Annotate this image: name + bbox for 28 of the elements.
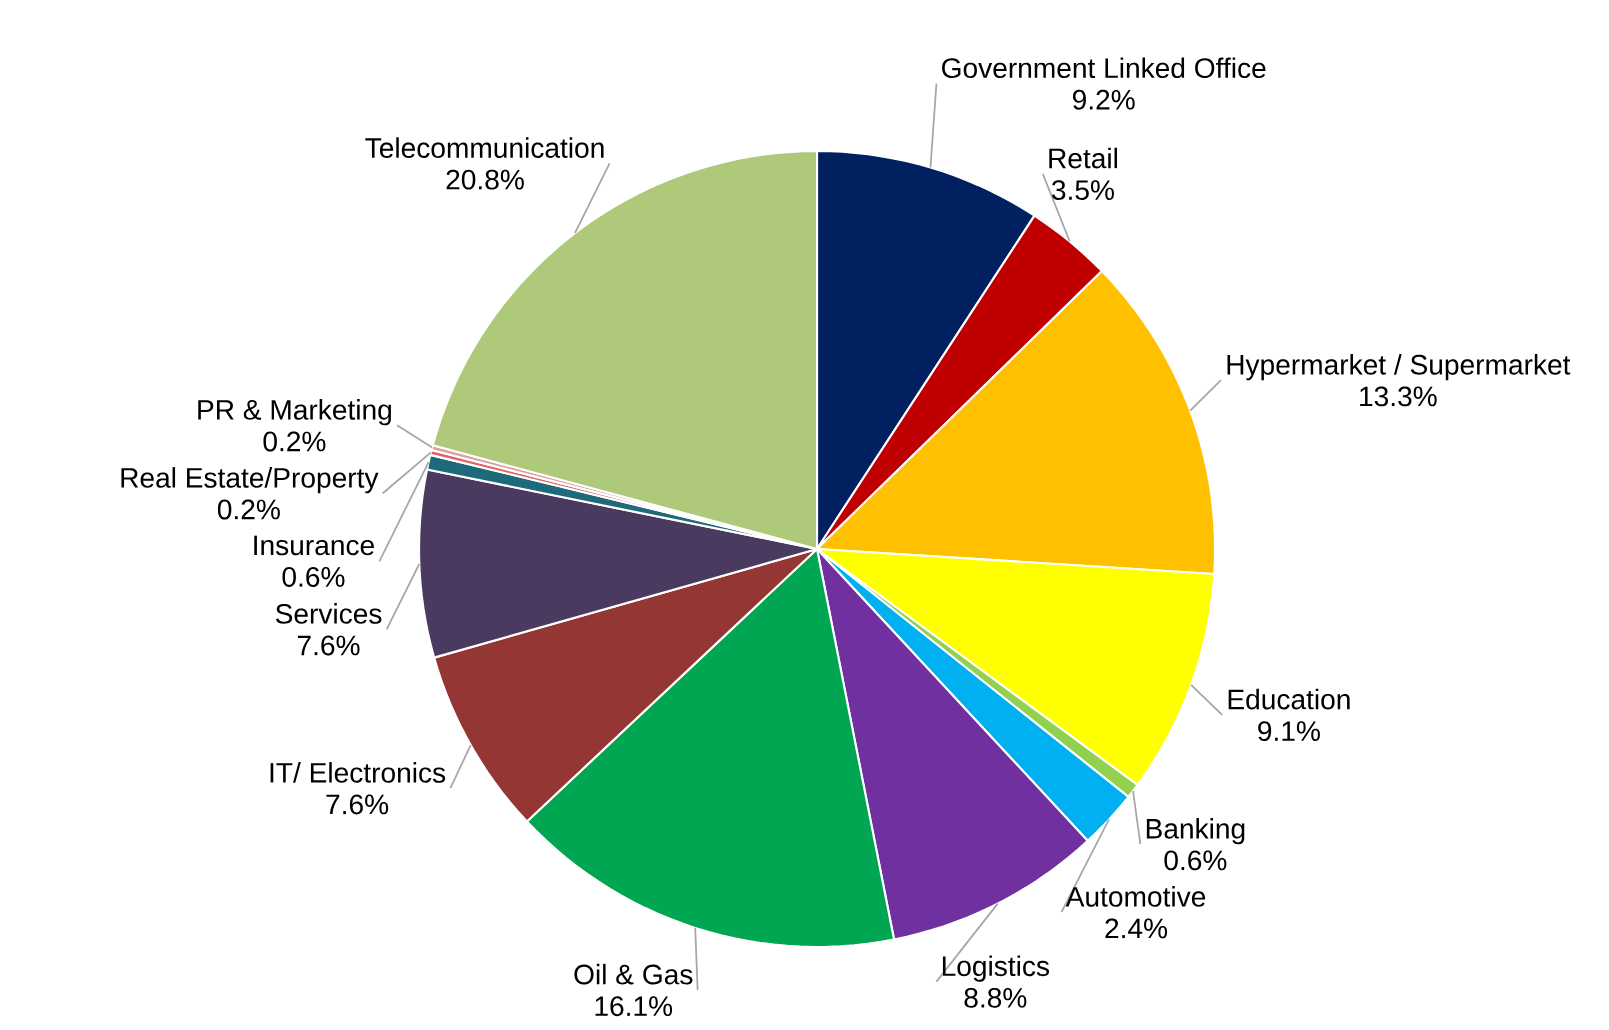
data-label: 9.1% <box>1258 721 1320 742</box>
slice-label: Banking <box>1146 818 1245 845</box>
slice-label: IT/ Electronics <box>270 762 446 783</box>
data-label: 0.2% <box>263 431 326 452</box>
data-label: 13.3% <box>1360 386 1437 407</box>
slice-label: Hypermarket / Supermarket <box>1227 354 1571 381</box>
data-label: 8.8% <box>964 987 1027 1008</box>
slice-label: Services <box>275 603 382 624</box>
slice-label: Oil & Gas <box>574 963 693 985</box>
slice-label: Automotive <box>1065 886 1206 907</box>
data-label: 20.8% <box>446 169 524 190</box>
data-label: 9.2% <box>1072 89 1135 110</box>
slice-label: Education <box>1228 688 1350 710</box>
slice-label: Retail <box>1049 147 1117 169</box>
data-label: 7.6% <box>326 794 389 815</box>
data-label: 2.4% <box>1105 918 1168 939</box>
slice-label: Insurance <box>254 535 374 556</box>
data-label: 0.2% <box>217 499 280 520</box>
data-label: 7.6% <box>297 635 360 656</box>
data-label: 16.1% <box>595 996 673 1017</box>
slice-label: PR & Marketing <box>198 399 391 426</box>
slice-label: Logistics <box>942 955 1050 982</box>
slice-label: Real Estate/Property <box>121 467 379 494</box>
slice-label: Telecommunication <box>365 137 604 158</box>
data-label: 0.6% <box>282 567 345 587</box>
data-label: 0.6% <box>1164 850 1227 871</box>
slice-label: Government Linked Office <box>942 57 1266 79</box>
data-label: 3.5% <box>1051 180 1114 201</box>
